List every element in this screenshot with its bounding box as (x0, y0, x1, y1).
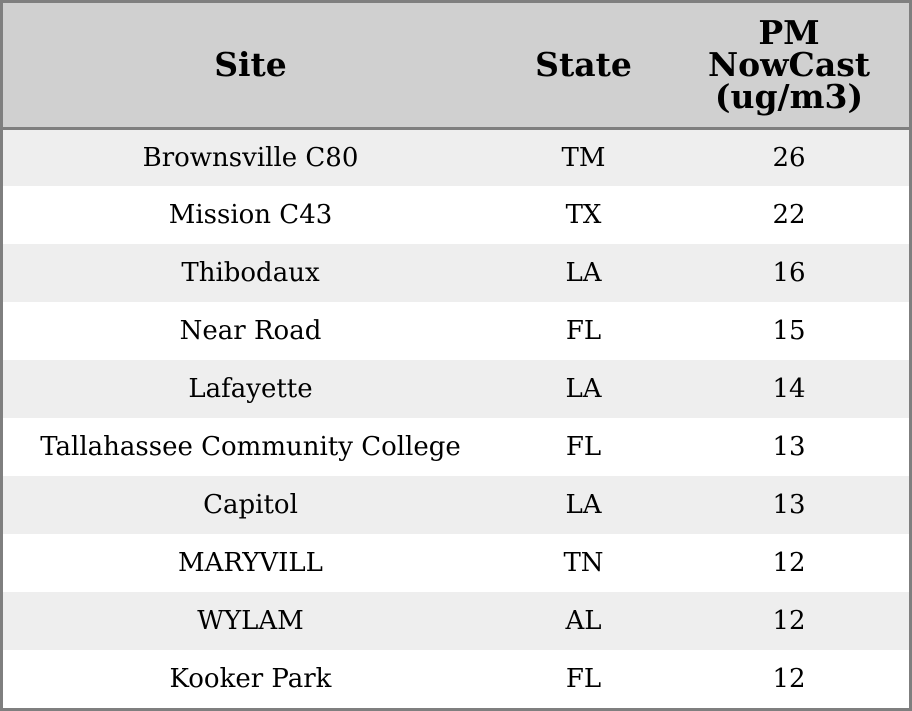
cell-pm-value: 12 (772, 664, 806, 694)
cell-state: LA (565, 258, 602, 288)
table-row: Mission C43 TX 22 (3, 186, 909, 244)
cell-pm-value: 16 (772, 258, 806, 288)
cell-pm-value: 22 (772, 200, 806, 230)
cell-state: TN (563, 548, 604, 578)
cell-site: Kooker Park (169, 664, 332, 694)
pm-nowcast-table: Site State PM NowCast (ug/m3) Brownsvill… (3, 3, 909, 708)
table-row: WYLAM AL 12 (3, 592, 909, 650)
cell-site: Tallahassee Community College (40, 432, 461, 462)
cell-state: FL (565, 432, 602, 462)
cell-pm-value: 15 (772, 316, 806, 346)
column-header-state: State (498, 3, 669, 130)
cell-pm-value: 14 (772, 374, 806, 404)
cell-pm-value: 13 (772, 432, 806, 462)
cell-pm-value: 13 (772, 490, 806, 520)
column-header-site-line: Site (214, 44, 287, 84)
cell-state: TM (561, 142, 606, 173)
table-row: Near Road FL 15 (3, 302, 909, 360)
cell-state: LA (565, 490, 602, 520)
cell-state: LA (565, 374, 602, 404)
table-row: Brownsville C80 TM 26 (3, 128, 909, 186)
column-header-site: Site (3, 3, 498, 130)
cell-state: AL (565, 606, 602, 636)
column-header-pm-nowcast: PM NowCast (ug/m3) (669, 3, 909, 130)
cell-site: Near Road (179, 316, 322, 346)
cell-pm-value: 26 (772, 142, 806, 173)
cell-state: FL (565, 316, 602, 346)
cell-state: TX (565, 200, 602, 230)
cell-site: Capitol (203, 490, 298, 520)
cell-site: Brownsville C80 (142, 142, 359, 173)
table-row: Kooker Park FL 12 (3, 650, 909, 708)
table-row: MARYVILL TN 12 (3, 534, 909, 592)
table-row: Lafayette LA 14 (3, 360, 909, 418)
column-header-pm-line-3: (ug/m3) (714, 76, 864, 116)
column-header-pm-line-2: NowCast (707, 44, 871, 84)
column-header-state-line: State (535, 44, 632, 84)
table-row: Capitol LA 13 (3, 476, 909, 534)
table-header-row: Site State PM NowCast (ug/m3) (3, 3, 909, 130)
cell-site: WYLAM (197, 606, 304, 636)
cell-site: Thibodaux (181, 258, 320, 288)
cell-pm-value: 12 (772, 548, 806, 578)
cell-site: Mission C43 (168, 200, 333, 230)
cell-pm-value: 12 (772, 606, 806, 636)
cell-state: FL (565, 664, 602, 694)
table-row: Tallahassee Community College FL 13 (3, 418, 909, 476)
table-row: Thibodaux LA 16 (3, 244, 909, 302)
column-header-pm-line-1: PM (758, 12, 820, 52)
cell-site: MARYVILL (178, 548, 323, 578)
cell-site: Lafayette (188, 374, 313, 404)
